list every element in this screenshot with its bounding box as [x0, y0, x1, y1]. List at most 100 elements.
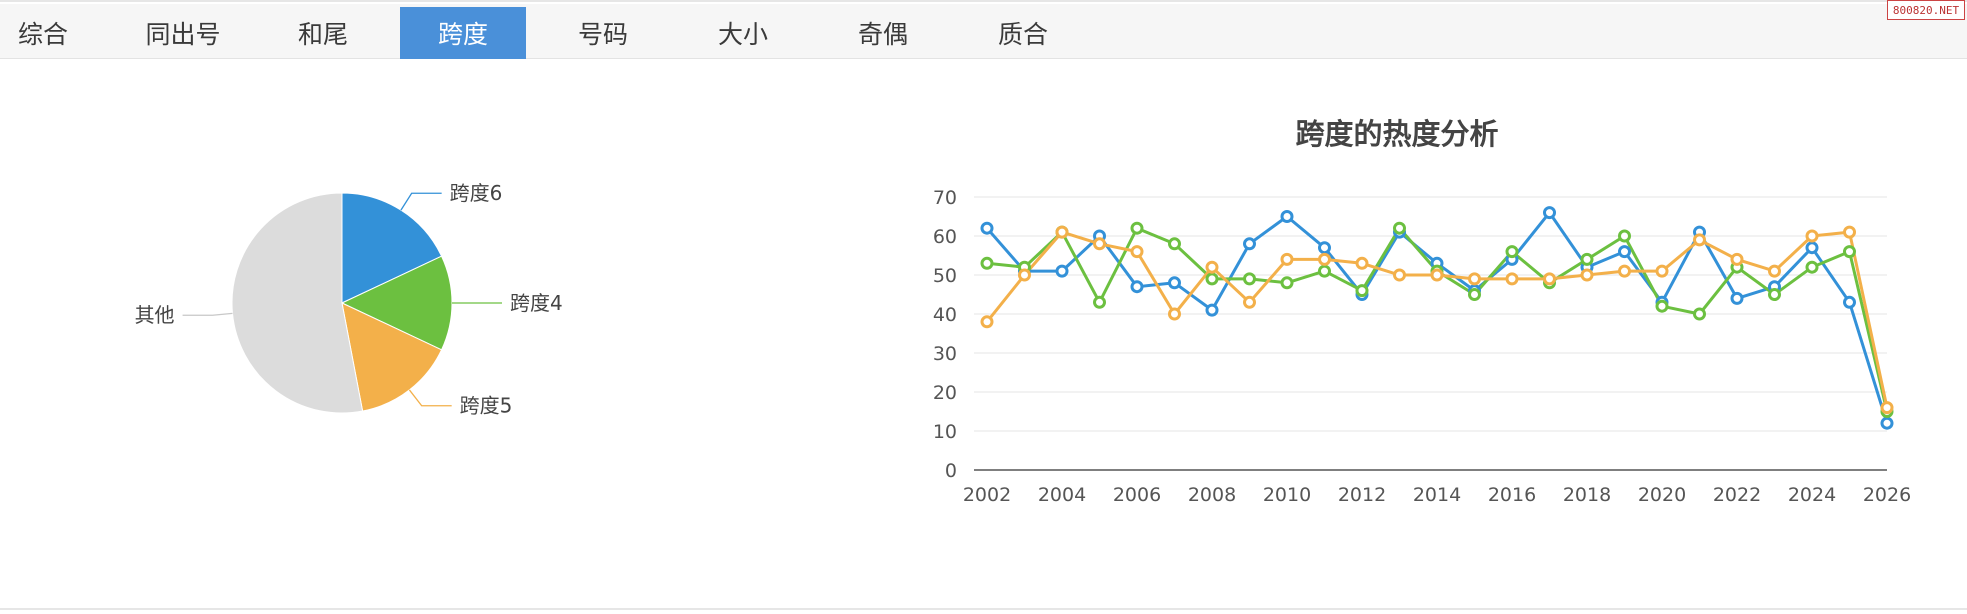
data-point — [1055, 264, 1069, 278]
y-tick-label: 70 — [933, 187, 957, 209]
data-point — [1130, 245, 1144, 259]
data-point — [1318, 264, 1331, 278]
data-point — [1468, 272, 1481, 286]
x-tick-label: 2002 — [963, 484, 1011, 506]
series-line — [986, 226, 1889, 412]
data-point — [980, 315, 994, 329]
data-point — [1618, 229, 1631, 243]
data-point — [1130, 280, 1144, 294]
data-point — [1355, 256, 1369, 270]
x-tick-label: 2020 — [1638, 484, 1686, 506]
chart-title: 跨度的热度分析 — [1295, 117, 1498, 151]
data-point — [1580, 268, 1594, 282]
data-point — [1880, 401, 1894, 415]
x-tick-label: 2026 — [1863, 484, 1911, 506]
pie-label-line — [408, 389, 452, 407]
data-point — [1018, 268, 1031, 282]
data-point — [1093, 237, 1106, 251]
data-point — [1355, 284, 1369, 298]
x-tick-label: 2008 — [1188, 484, 1236, 506]
x-tick-label: 2014 — [1413, 484, 1461, 506]
bottom-divider — [0, 608, 1967, 610]
data-point — [1243, 237, 1256, 251]
x-tick-label: 2022 — [1713, 484, 1761, 506]
data-point — [1468, 288, 1481, 301]
tab-haoma[interactable]: 号码 — [577, 20, 628, 49]
data-point — [1280, 252, 1294, 266]
pie-slice — [231, 192, 364, 414]
tab-jiou[interactable]: 奇偶 — [857, 20, 908, 49]
data-point — [1843, 295, 1856, 309]
data-point — [1093, 295, 1106, 309]
data-point — [1430, 268, 1444, 282]
data-point — [1655, 299, 1669, 313]
y-tick-label: 40 — [933, 304, 957, 326]
x-tick-label: 2024 — [1788, 484, 1836, 506]
data-point — [1243, 295, 1256, 309]
data-point — [1168, 237, 1181, 251]
data-point — [1805, 241, 1819, 255]
data-point — [1055, 225, 1069, 239]
data-point — [980, 221, 994, 235]
y-tick-label: 60 — [933, 226, 957, 248]
y-tick-label: 20 — [933, 382, 957, 404]
data-point — [1243, 272, 1256, 286]
x-tick-label: 2016 — [1488, 484, 1536, 506]
data-point — [1843, 225, 1856, 239]
site-watermark: 800820.NET — [1887, 0, 1965, 20]
pie-label: 其他 — [135, 303, 175, 327]
top-divider — [0, 0, 1967, 2]
data-point — [1393, 221, 1406, 235]
data-point — [1805, 260, 1819, 274]
x-tick-label: 2012 — [1338, 484, 1386, 506]
data-point — [1168, 307, 1181, 321]
tab-daxiao[interactable]: 大小 — [717, 20, 768, 49]
data-point — [1880, 416, 1894, 430]
y-tick-label: 50 — [933, 265, 957, 287]
data-point — [1280, 276, 1294, 290]
data-point — [1768, 288, 1781, 301]
data-point — [1730, 291, 1744, 305]
pie-label: 跨度5 — [460, 394, 513, 418]
tab-tongchuhao[interactable]: 同出号 — [145, 20, 221, 49]
tab-zhihe[interactable]: 质合 — [997, 20, 1048, 49]
pie-label: 跨度6 — [450, 181, 503, 205]
data-point — [1168, 276, 1181, 290]
data-point — [1580, 252, 1594, 266]
x-tick-label: 2010 — [1263, 484, 1311, 506]
data-point — [1693, 307, 1706, 321]
data-point — [1543, 272, 1556, 286]
data-point — [1205, 272, 1219, 286]
data-point — [1205, 260, 1219, 274]
data-point — [1505, 272, 1519, 286]
y-tick-label: 0 — [945, 460, 957, 482]
tab-kuadu[interactable]: 跨度 — [400, 7, 526, 59]
y-tick-label: 10 — [933, 421, 957, 443]
pie-label: 跨度4 — [510, 291, 563, 315]
x-tick-label: 2006 — [1113, 484, 1161, 506]
data-point — [1130, 221, 1144, 235]
line-chart: 跨度的热度分析 0 10 20 30 40 50 60 70 2002 2004 2006 2008 20… — [933, 117, 1911, 506]
data-point — [1768, 264, 1781, 278]
data-point — [1730, 252, 1744, 266]
pie-chart: 跨度6 跨度4 跨度5 其他 — [135, 181, 563, 418]
tab-hewei[interactable]: 和尾 — [297, 20, 348, 49]
data-point — [1505, 245, 1519, 259]
data-point — [1655, 264, 1669, 278]
pie-label-line — [400, 192, 442, 211]
data-point — [1543, 206, 1556, 220]
data-point — [1805, 229, 1819, 243]
data-point — [980, 256, 994, 270]
tab-zonghe[interactable]: 综合 — [17, 20, 68, 49]
data-point — [1205, 303, 1219, 317]
data-point — [1393, 268, 1406, 282]
pie-label-line — [182, 312, 233, 316]
pie-slice — [341, 192, 443, 304]
data-point — [1618, 264, 1631, 278]
data-point — [1843, 245, 1856, 259]
y-tick-label: 30 — [933, 343, 957, 365]
tab-bar: 综合 同出号 和尾 跨度 号码 大小 奇偶 质合 — [0, 4, 1967, 59]
data-point — [1318, 252, 1331, 266]
data-point — [1618, 245, 1631, 259]
data-point — [1318, 241, 1331, 255]
